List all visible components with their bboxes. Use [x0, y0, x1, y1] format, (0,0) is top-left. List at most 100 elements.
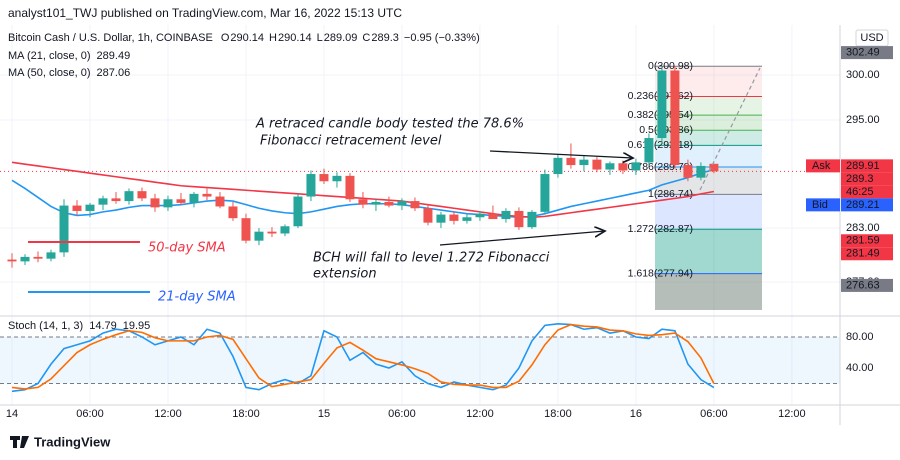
price-label-bg — [841, 159, 893, 173]
countdown: 46:25 — [846, 186, 874, 198]
legend-text: L — [317, 32, 323, 44]
candle-body — [371, 201, 381, 205]
legend-text: 14.79 — [89, 320, 117, 332]
candle-body — [72, 205, 82, 211]
price-label-bg — [841, 278, 893, 292]
price-label-bg — [841, 234, 893, 248]
legend-text: C — [362, 32, 370, 44]
fib-zone — [655, 145, 762, 168]
candle-body — [462, 217, 472, 221]
candle-body — [254, 231, 264, 241]
annotation: 21-day SMA — [158, 290, 236, 305]
candle-body — [332, 175, 342, 182]
legend-text: 290.14 — [278, 32, 312, 44]
fib-zone — [655, 229, 762, 274]
candle-body — [293, 196, 303, 227]
price-label: 302.49 — [846, 47, 880, 59]
annotation: BCH will fall to level 1.272 Fibonacci — [313, 251, 550, 266]
annotation: extension — [313, 267, 377, 282]
plot — [0, 66, 840, 393]
fib-zone — [655, 273, 762, 310]
annotation: 50-day SMA — [148, 241, 226, 256]
candle-body — [7, 259, 17, 262]
candle-body — [488, 213, 498, 220]
candle-body — [280, 226, 290, 234]
fib-label: 0.618(292.18) — [628, 139, 693, 151]
y-tick-label: 283.00 — [846, 222, 880, 234]
candle-body — [696, 165, 706, 178]
candle-body — [189, 193, 199, 203]
candle-body — [306, 174, 316, 197]
x-tick-label: 18:00 — [544, 408, 572, 420]
x-tick-label: 06:00 — [76, 408, 104, 420]
candle-body — [657, 70, 667, 139]
candle-body — [176, 199, 186, 203]
legend-text: Bitcoin Cash / U.S. Dollar, 1h, COINBASE — [8, 32, 213, 44]
annotation: Fibonacci retracement level — [260, 134, 442, 149]
price-label: 281.59 — [846, 235, 880, 247]
price-label: 289.21 — [846, 199, 880, 211]
y-tick-label: 40.00 — [846, 362, 874, 374]
price-tag: Bid — [812, 199, 828, 211]
line — [11, 323, 715, 390]
arrow — [489, 150, 633, 158]
candle-body — [618, 163, 628, 171]
candle-body — [46, 252, 56, 259]
candle-body — [85, 204, 95, 211]
candle-body — [59, 205, 69, 253]
x-tick-label: 15 — [318, 408, 330, 420]
x-tick-label: 16 — [630, 408, 642, 420]
candle-body — [137, 191, 147, 199]
x-tick-label: 14 — [6, 408, 18, 420]
y-tick-label: 295.00 — [846, 114, 880, 126]
candle-body — [579, 159, 589, 166]
stoch-band — [0, 336, 840, 384]
y-tick-label: 300.00 — [846, 69, 880, 81]
candle-body — [501, 210, 511, 220]
price-label-bg — [841, 198, 893, 212]
candle-body — [644, 138, 654, 163]
legend-text: MA (50, close, 0) — [8, 67, 91, 79]
legend-text: H — [269, 32, 277, 44]
fib-label: 0(300.98) — [648, 60, 693, 72]
x-tick-label: 12:00 — [778, 408, 806, 420]
price-label: 276.63 — [846, 279, 880, 291]
candle-body — [33, 256, 43, 259]
fib-label: 1.272(282.87) — [628, 223, 693, 235]
candle-body — [540, 174, 550, 212]
x-tick-label: 06:00 — [388, 408, 416, 420]
legend: Bitcoin Cash / U.S. Dollar, 1h, COINBASE… — [8, 32, 480, 332]
annotation: A retraced candle body tested the 78.6% — [255, 117, 524, 132]
candle-body — [592, 159, 602, 170]
legend-text: 19.95 — [123, 320, 151, 332]
candle-body — [202, 193, 212, 197]
legend-text: O — [221, 32, 230, 44]
legend-text: 289.09 — [324, 32, 358, 44]
candle-body — [397, 201, 407, 206]
price-label: 281.49 — [846, 248, 880, 260]
footer: TradingView — [34, 434, 111, 449]
x-tick-label: 18:00 — [232, 408, 260, 420]
candle-body — [163, 199, 173, 208]
candle-body — [111, 198, 121, 202]
legend-text: 290.14 — [230, 32, 264, 44]
candle-body — [670, 70, 680, 166]
price-tag: Ask — [812, 160, 831, 172]
candle-body — [436, 214, 446, 223]
candle-body — [423, 208, 433, 223]
arrow — [439, 231, 605, 246]
candle-body — [410, 201, 420, 209]
candle-body — [150, 198, 160, 208]
fib-trend-line — [699, 67, 761, 191]
price-tag-bg — [806, 159, 840, 173]
price-label: 289.91 — [846, 160, 880, 172]
candle-body — [631, 162, 641, 171]
legend-text: Stoch (14, 1, 3) — [8, 320, 83, 332]
candle-body — [241, 218, 251, 241]
candle-body — [384, 201, 394, 206]
legend-text: MA (21, close, 0) — [8, 50, 91, 62]
candle-body — [605, 163, 615, 170]
candle-body — [566, 157, 576, 166]
logo — [10, 436, 29, 448]
